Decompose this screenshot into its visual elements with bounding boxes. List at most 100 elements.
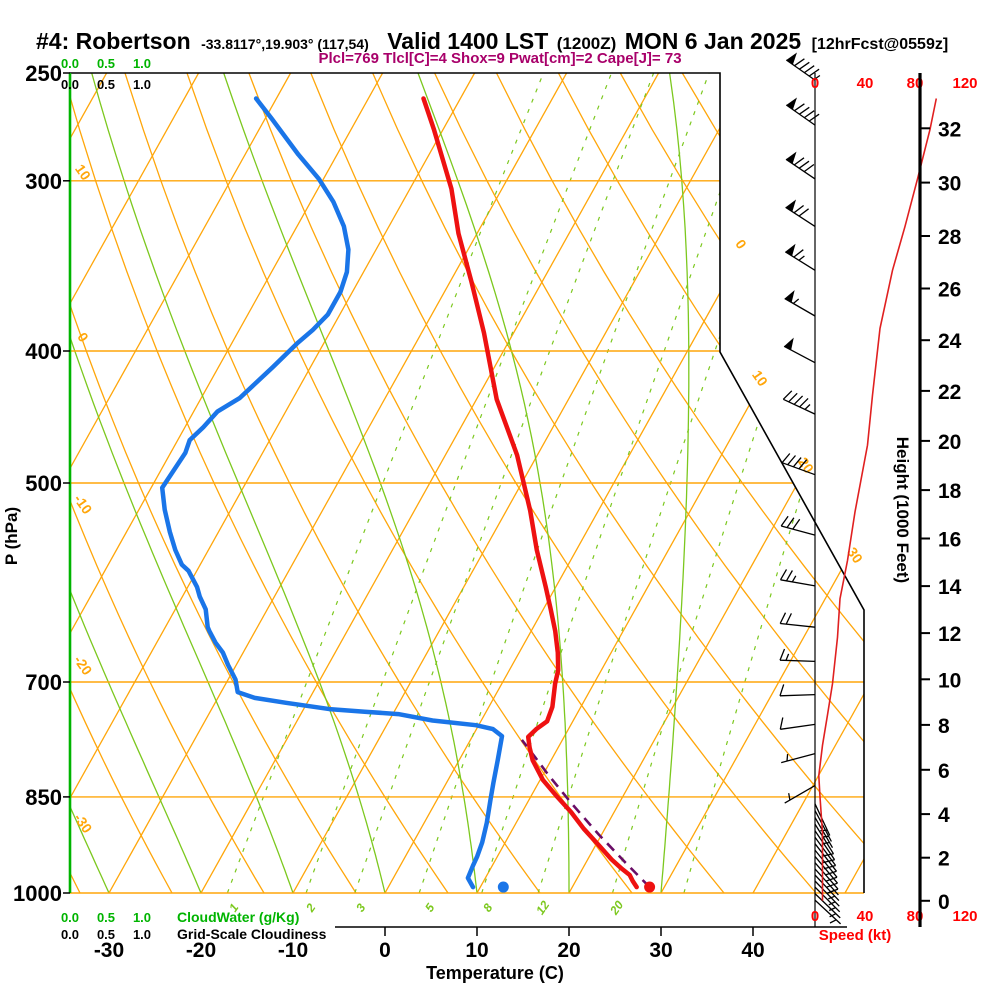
mixing-ratio-label: 12 — [533, 898, 552, 917]
height-tick-label: 26 — [938, 279, 961, 302]
surface-temperature-dot — [644, 881, 656, 893]
temperature-tick-label: 40 — [741, 939, 764, 962]
height-tick-label: 16 — [938, 528, 961, 551]
title-row: #4: Robertson -33.8117°,19.903° (117,54)… — [36, 28, 948, 55]
dry-adiabat-line — [248, 73, 725, 893]
height-tick-label: 14 — [938, 576, 962, 599]
temperature-axis-title: Temperature (C) — [426, 963, 564, 983]
wind-barb — [785, 103, 820, 126]
station-coords: -33.8117°,19.903° (117,54) — [201, 36, 369, 52]
wind-barb — [785, 204, 816, 227]
mixing-ratio-line — [305, 73, 613, 893]
station-title: #4: Robertson — [36, 28, 191, 54]
height-tick-label: 10 — [938, 669, 961, 692]
cloudwater-scale-bottom: 1.0 — [133, 910, 151, 925]
height-tick-label: 8 — [938, 715, 950, 738]
surface-dewpoint-dot — [497, 881, 509, 893]
cloudwater-scale-top: 1.0 — [133, 56, 151, 71]
pressure-tick-label: 700 — [25, 670, 62, 695]
isotherm-label-right: 10 — [749, 367, 771, 389]
speed-tick-bottom: 40 — [857, 908, 874, 925]
cloudwater-scale-bottom: 0.5 — [97, 910, 115, 925]
pressure-tick-label: 250 — [25, 61, 62, 86]
mixing-ratio-label: 3 — [353, 901, 368, 915]
height-tick-label: 20 — [938, 431, 961, 454]
isotherm-label-left: -30 — [71, 810, 96, 836]
valid-time: Valid 1400 LST — [387, 28, 549, 54]
pressure-tick-label: 300 — [25, 169, 62, 194]
pressure-tick-label: 500 — [25, 471, 62, 496]
temperature-tick-label: -30 — [94, 939, 124, 962]
dry-adiabat-line — [557, 73, 864, 893]
wind-barb — [782, 390, 816, 415]
isotherm-line — [752, 73, 864, 893]
mixing-ratio-label: 8 — [480, 901, 495, 915]
temperature-tick-label: -20 — [186, 939, 216, 962]
height-axis-title: Height (1000 Feet) — [893, 437, 912, 583]
parcel-params-line: Plcl=769 Tlcl[C]=4 Shox=9 Pwat[cm]=2 Cap… — [318, 50, 682, 67]
wind-barb — [784, 785, 816, 804]
wind-barb — [781, 453, 816, 476]
valid-date: MON 6 Jan 2025 — [624, 28, 802, 54]
dry-adiabat-line — [70, 73, 265, 893]
mixing-ratio-label: 20 — [607, 898, 627, 918]
speed-tick-bottom: 0 — [811, 908, 819, 925]
dry-adiabat-line — [434, 73, 864, 893]
speed-tick-top: 40 — [857, 75, 874, 92]
dry-adiabat-line — [70, 73, 173, 893]
moist-adiabat-line — [0, 73, 17, 893]
temperature-tick-label: -10 — [278, 939, 308, 962]
wind-barb — [779, 569, 816, 587]
speed-tick-bottom: 120 — [952, 908, 977, 925]
temperature-tick-label: 10 — [465, 939, 488, 962]
cloudwater-scale-top: 0.5 — [97, 56, 115, 71]
cloudiness-scale-bottom: 0.0 — [61, 927, 79, 942]
wind-barb-flag — [785, 151, 797, 164]
wind-barb — [781, 752, 816, 764]
wind-barb — [779, 717, 816, 730]
wind-barb — [779, 648, 816, 663]
wind-barb — [814, 855, 838, 888]
height-tick-label: 2 — [938, 848, 950, 871]
dry-adiabat-line — [992, 73, 1000, 893]
moist-adiabat-line — [70, 73, 110, 893]
moist-adiabat-line — [417, 73, 570, 893]
dewpoint-curve — [159, 96, 505, 890]
mixing-ratio-line — [354, 73, 655, 893]
profile-layer — [159, 96, 651, 890]
parcel-path-curve — [520, 739, 651, 889]
wind-barb — [814, 836, 837, 870]
moist-adiabat-line — [223, 73, 478, 893]
dry-adiabat-line — [868, 73, 1000, 893]
height-tick-label: 30 — [938, 173, 961, 196]
isotherm-label-right: 0 — [732, 236, 750, 252]
isotherm-line — [70, 73, 292, 893]
wind-speed-profile — [817, 98, 938, 901]
speed-tick-top: 120 — [952, 75, 977, 92]
temperature-tick-label: 0 — [379, 939, 391, 962]
moist-adiabat-line — [70, 73, 294, 893]
pressure-tick-label: 400 — [25, 339, 62, 364]
height-tick-label: 22 — [938, 381, 961, 404]
temperature-tick-label: 20 — [557, 939, 580, 962]
wind-barb — [814, 843, 838, 876]
isotherm-line — [660, 73, 864, 893]
wind-barb — [785, 58, 821, 81]
cloudiness-scale-top: 0.5 — [97, 77, 115, 92]
mixing-ratio-label: 5 — [422, 901, 437, 915]
isotherm-label-left: -20 — [71, 652, 96, 678]
wind-barb — [814, 849, 838, 882]
temperature-curve — [421, 96, 639, 890]
height-tick-label: 12 — [938, 623, 961, 646]
temperature-tick-label: 30 — [649, 939, 672, 962]
height-tick-label: 4 — [938, 804, 950, 827]
isotherm-line — [0, 73, 15, 893]
pressure-tick-label: 850 — [25, 785, 62, 810]
dry-adiabat-line — [124, 73, 541, 893]
wind-barb — [779, 612, 816, 628]
wind-barb-layer — [779, 52, 842, 925]
dry-adiabat-line — [372, 73, 864, 893]
wind-barb — [814, 899, 842, 925]
mixing-ratio-label: 2 — [302, 901, 318, 916]
